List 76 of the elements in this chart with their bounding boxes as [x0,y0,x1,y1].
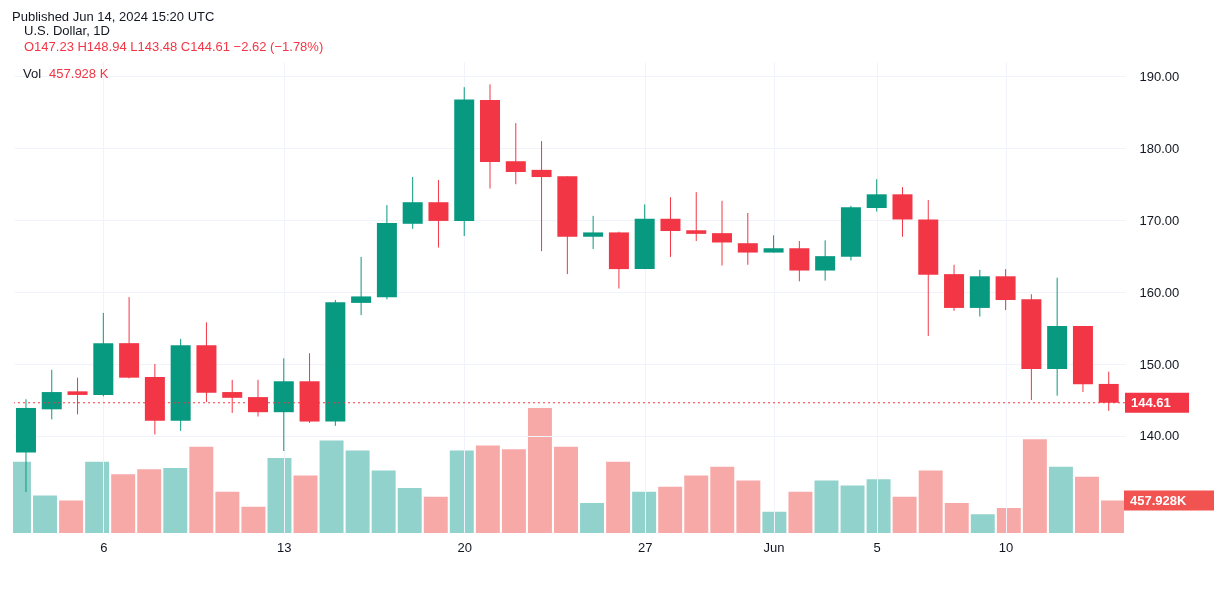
bar [554,446,578,533]
bar [736,480,761,533]
bar [137,469,162,533]
bar [710,466,735,533]
bar [1022,439,1047,533]
candlestick [686,191,707,242]
candlestick [351,256,372,316]
bar [163,468,188,533]
candlestick [531,140,552,252]
bar [293,475,318,533]
bar [85,461,110,533]
candlestick [583,215,604,250]
candlestick [402,176,423,230]
bar [475,445,500,533]
bar [840,485,865,533]
text: 457.928K [1130,492,1187,508]
bar [501,449,526,533]
bar [788,491,813,533]
candlestick [866,178,887,213]
bar [970,514,995,533]
y-tick-label: 190.00 [1139,68,1180,84]
candlestick [41,369,62,420]
bar [658,486,683,533]
candlestick [505,122,526,185]
candlestick [737,212,758,266]
candlestick [789,240,810,282]
chart-title: U.S. Dollar, 1D [24,23,110,38]
ref-line-label: 144.61 [1131,394,1171,410]
annotation: Vol [23,66,42,81]
bar [397,488,422,533]
bar [996,508,1021,533]
bar [1101,500,1124,533]
x-tick-label: 10 [998,539,1014,555]
x-tick-label: 27 [637,539,653,555]
bar [423,496,448,533]
x-tick-label: 13 [277,539,292,555]
bar [319,440,344,533]
bar [684,475,709,533]
bar [449,450,474,533]
x-tick-label: 6 [100,539,108,555]
bar [866,479,891,533]
bar [241,506,266,533]
bar [814,480,839,533]
bar [944,503,969,533]
bar [527,408,552,533]
x-tick-label: 5 [873,539,881,555]
text: Published Jun 14, 2024 15:20 UTC [12,9,215,24]
bar [918,470,943,533]
candlestick [995,268,1016,311]
bar [267,458,292,533]
bar [762,511,787,533]
bar [215,491,240,533]
candlestick [660,196,681,258]
y-tick-label: 180.00 [1139,140,1180,156]
candlestick [712,200,733,266]
bar [189,446,214,533]
bar [59,500,84,533]
y-tick-label: 150.00 [1139,356,1180,372]
y-tick-label: 170.00 [1139,212,1180,228]
annotation: 457.928 K [49,66,109,81]
y-tick-label: 140.00 [1139,428,1180,444]
bar [1048,466,1073,533]
bar [632,491,657,533]
bar [371,470,396,533]
y-tick-label: 160.00 [1139,284,1180,300]
bar [111,474,136,533]
bar [580,503,605,533]
candlestick [428,179,449,249]
chart-subtitle: O147.23 H148.94 L143.48 C144.61 −2.62 (−1.78%) [24,39,324,54]
bar [345,450,370,533]
bar [606,461,631,533]
bar [892,496,917,533]
x-tick-label: 20 [457,539,472,555]
bar [1074,476,1099,533]
candlestick [815,239,836,282]
x-tick-label: Jun [763,539,785,555]
